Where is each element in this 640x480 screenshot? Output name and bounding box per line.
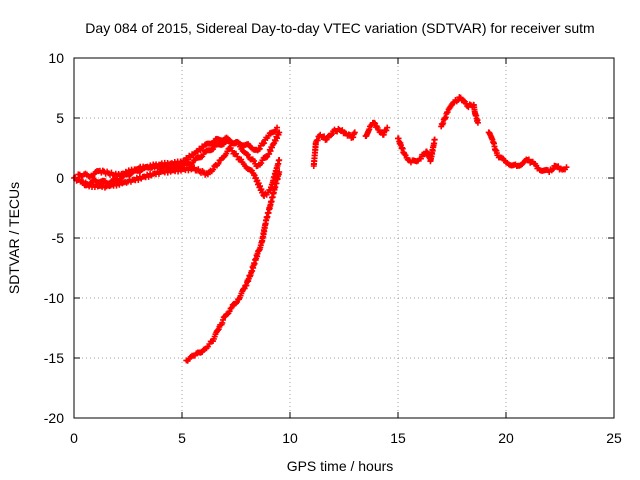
series-segment-17-19	[438, 94, 481, 130]
data-point-marker	[274, 124, 281, 131]
data-point-marker	[228, 304, 235, 311]
data-point-marker	[276, 157, 283, 163]
y-tick-label: -20	[44, 410, 64, 426]
data-point-marker	[323, 136, 330, 143]
x-tick-label: 15	[390, 430, 406, 446]
data-point-marker	[113, 182, 120, 189]
data-point-marker	[187, 154, 194, 161]
data-point-marker	[227, 305, 234, 312]
series-segment-19-23	[485, 129, 570, 175]
data-point-marker	[384, 124, 391, 131]
series-band-upper	[75, 124, 281, 180]
y-tick-label: -5	[52, 230, 65, 246]
data-point-marker	[210, 166, 217, 173]
data-point-marker	[314, 137, 321, 144]
y-axis-label: SDTVAR / TECUs	[6, 182, 22, 294]
axis-ticks: 0 5 10 15 20 25 -20 -15 -10 -5 0 5 10	[44, 50, 622, 446]
x-tick-label: 0	[70, 430, 78, 446]
x-tick-label: 25	[606, 430, 622, 446]
data-point-marker	[261, 140, 268, 147]
y-tick-label: 0	[56, 170, 64, 186]
y-tick-label: -10	[44, 290, 64, 306]
data-points	[71, 94, 570, 364]
data-point-marker	[563, 164, 570, 171]
x-tick-label: 5	[178, 430, 186, 446]
x-tick-label: 20	[498, 430, 514, 446]
data-point-marker	[417, 155, 424, 162]
x-axis-label: GPS time / hours	[287, 458, 394, 474]
data-point-marker	[197, 147, 204, 154]
data-point-marker	[474, 119, 481, 126]
data-point-marker	[550, 166, 557, 173]
data-point-marker	[431, 136, 438, 143]
grid-lines	[74, 58, 614, 418]
data-point-marker	[460, 97, 467, 104]
data-point-marker	[276, 169, 283, 175]
series-dip	[183, 169, 283, 364]
data-point-marker	[124, 170, 131, 177]
plot-frame	[73, 57, 615, 419]
chart-title: Day 084 of 2015, Sidereal Day-to-day VTE…	[85, 20, 594, 36]
series-segment-11-13	[310, 125, 358, 169]
data-point-marker	[380, 131, 387, 138]
data-point-marker	[383, 127, 390, 134]
y-tick-label: 5	[56, 110, 64, 126]
y-tick-label: -15	[44, 350, 64, 366]
data-point-marker	[215, 160, 222, 167]
series-segment-13-15	[362, 119, 391, 140]
data-point-marker	[276, 129, 283, 136]
y-tick-label: 10	[48, 50, 64, 66]
data-point-marker	[214, 327, 221, 334]
x-tick-label: 10	[282, 430, 298, 446]
series-segment-15-16	[395, 135, 438, 166]
data-point-marker	[258, 160, 265, 167]
data-point-marker	[256, 145, 263, 152]
data-point-marker	[351, 129, 358, 136]
